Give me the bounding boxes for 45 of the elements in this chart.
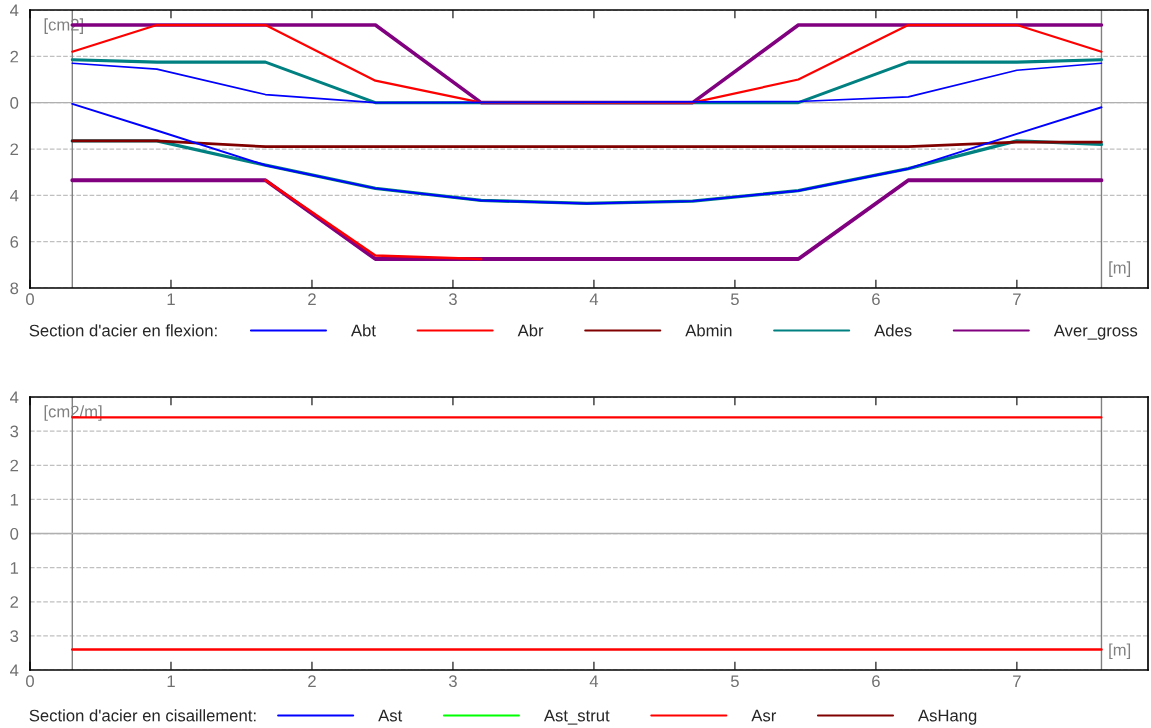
y-tick-label: 0 [10, 97, 19, 109]
legend-label: AsHang [918, 709, 977, 725]
y-tick-label: 2 [10, 50, 19, 63]
x-tick-label: 6 [872, 675, 880, 688]
x-tick-label: 7 [1013, 293, 1021, 305]
legend-label: Asr [751, 709, 777, 722]
legend-label: Abt [350, 324, 376, 337]
x-tick-label: 5 [730, 293, 739, 306]
x-tick-label: 2 [308, 675, 316, 687]
y-tick-label: 2 [10, 143, 19, 156]
y-tick-label: 1 [10, 562, 19, 574]
legend-label: Abr [517, 324, 544, 337]
x-tick-label: 2 [308, 293, 316, 305]
x-tick-label: 5 [730, 675, 739, 688]
y-tick-label: 2 [10, 459, 19, 472]
x-tick-label: 6 [872, 293, 880, 306]
y-tick-label: 2 [10, 596, 19, 608]
legend-title: Section d'acier en flexion: [29, 324, 217, 337]
y-tick-label: 4 [10, 4, 19, 17]
y-tick-label: 4 [10, 391, 19, 404]
legend-label: Aver_gross [1053, 324, 1138, 340]
y-tick-label: 3 [10, 630, 19, 643]
x-tick-label: 3 [448, 293, 457, 306]
y-tick-label: 6 [10, 236, 19, 248]
x-axis-title: [m] [1109, 261, 1131, 277]
legend-title: Section d'acier en cisaillement: [29, 709, 256, 722]
x-tick-label: 0 [26, 675, 34, 688]
x-tick-label: 3 [448, 675, 457, 688]
y-tick-label: 4 [10, 664, 19, 677]
x-tick-label: 0 [26, 293, 34, 306]
legend-label: Ades [874, 324, 912, 337]
y-tick-label: 4 [10, 189, 19, 202]
legend-label: Abmin [685, 324, 732, 337]
y-tick-label: 8 [10, 282, 19, 295]
x-tick-label: 1 [167, 675, 175, 687]
x-tick-label: 4 [589, 675, 599, 687]
y-tick-label: 0 [10, 527, 19, 540]
x-tick-label: 7 [1013, 675, 1021, 687]
x-tick-label: 4 [589, 293, 599, 305]
legend-label: Ast [378, 709, 403, 722]
y-tick-label: 1 [10, 493, 19, 506]
x-axis-title: [m] [1109, 643, 1131, 660]
y-tick-label: 3 [10, 425, 19, 438]
legend-label: Ast_strut [543, 709, 610, 725]
x-tick-label: 1 [167, 293, 175, 305]
